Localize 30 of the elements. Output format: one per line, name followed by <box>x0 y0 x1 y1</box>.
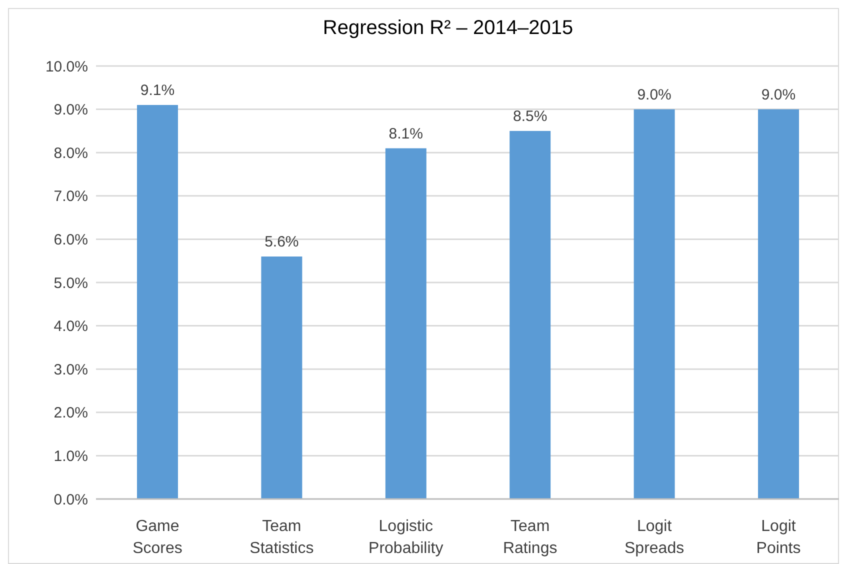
bar <box>261 256 302 499</box>
x-tick-label: Game Scores <box>132 518 182 557</box>
y-tick-label: 4.0% <box>54 318 88 336</box>
data-label: 5.6% <box>264 234 299 251</box>
bar <box>136 104 178 499</box>
bar <box>385 148 426 499</box>
y-tick-label: 9.0% <box>54 102 88 119</box>
y-tick-label: 8.0% <box>54 144 88 162</box>
bar <box>634 109 675 499</box>
x-tick-label: Logit Points <box>756 518 801 557</box>
y-tick-label: 3.0% <box>54 361 88 378</box>
x-tick-label: Team Statistics <box>250 518 314 557</box>
x-tick-label: Team Ratings <box>502 518 558 557</box>
data-label: 9.0% <box>637 86 672 104</box>
bar <box>758 109 800 499</box>
data-label: 9.0% <box>761 86 796 104</box>
y-tick-label: 10.0% <box>45 58 88 76</box>
chart-title: Regression R² – 2014–2015 <box>322 17 574 39</box>
data-label: 9.1% <box>140 82 175 99</box>
y-tick-label: 5.0% <box>54 274 88 292</box>
x-tick-label: Logit Spreads <box>624 518 684 557</box>
bar <box>510 130 551 499</box>
data-label: 8.5% <box>513 108 548 125</box>
data-label: 8.1% <box>388 125 423 142</box>
y-tick-label: 2.0% <box>54 404 88 422</box>
y-tick-label: 0.0% <box>54 491 88 508</box>
y-tick-label: 6.0% <box>54 231 88 248</box>
x-tick-label: Logistic Probability <box>368 518 444 557</box>
y-tick-label: 7.0% <box>54 188 88 206</box>
y-tick-label: 1.0% <box>54 448 88 465</box>
